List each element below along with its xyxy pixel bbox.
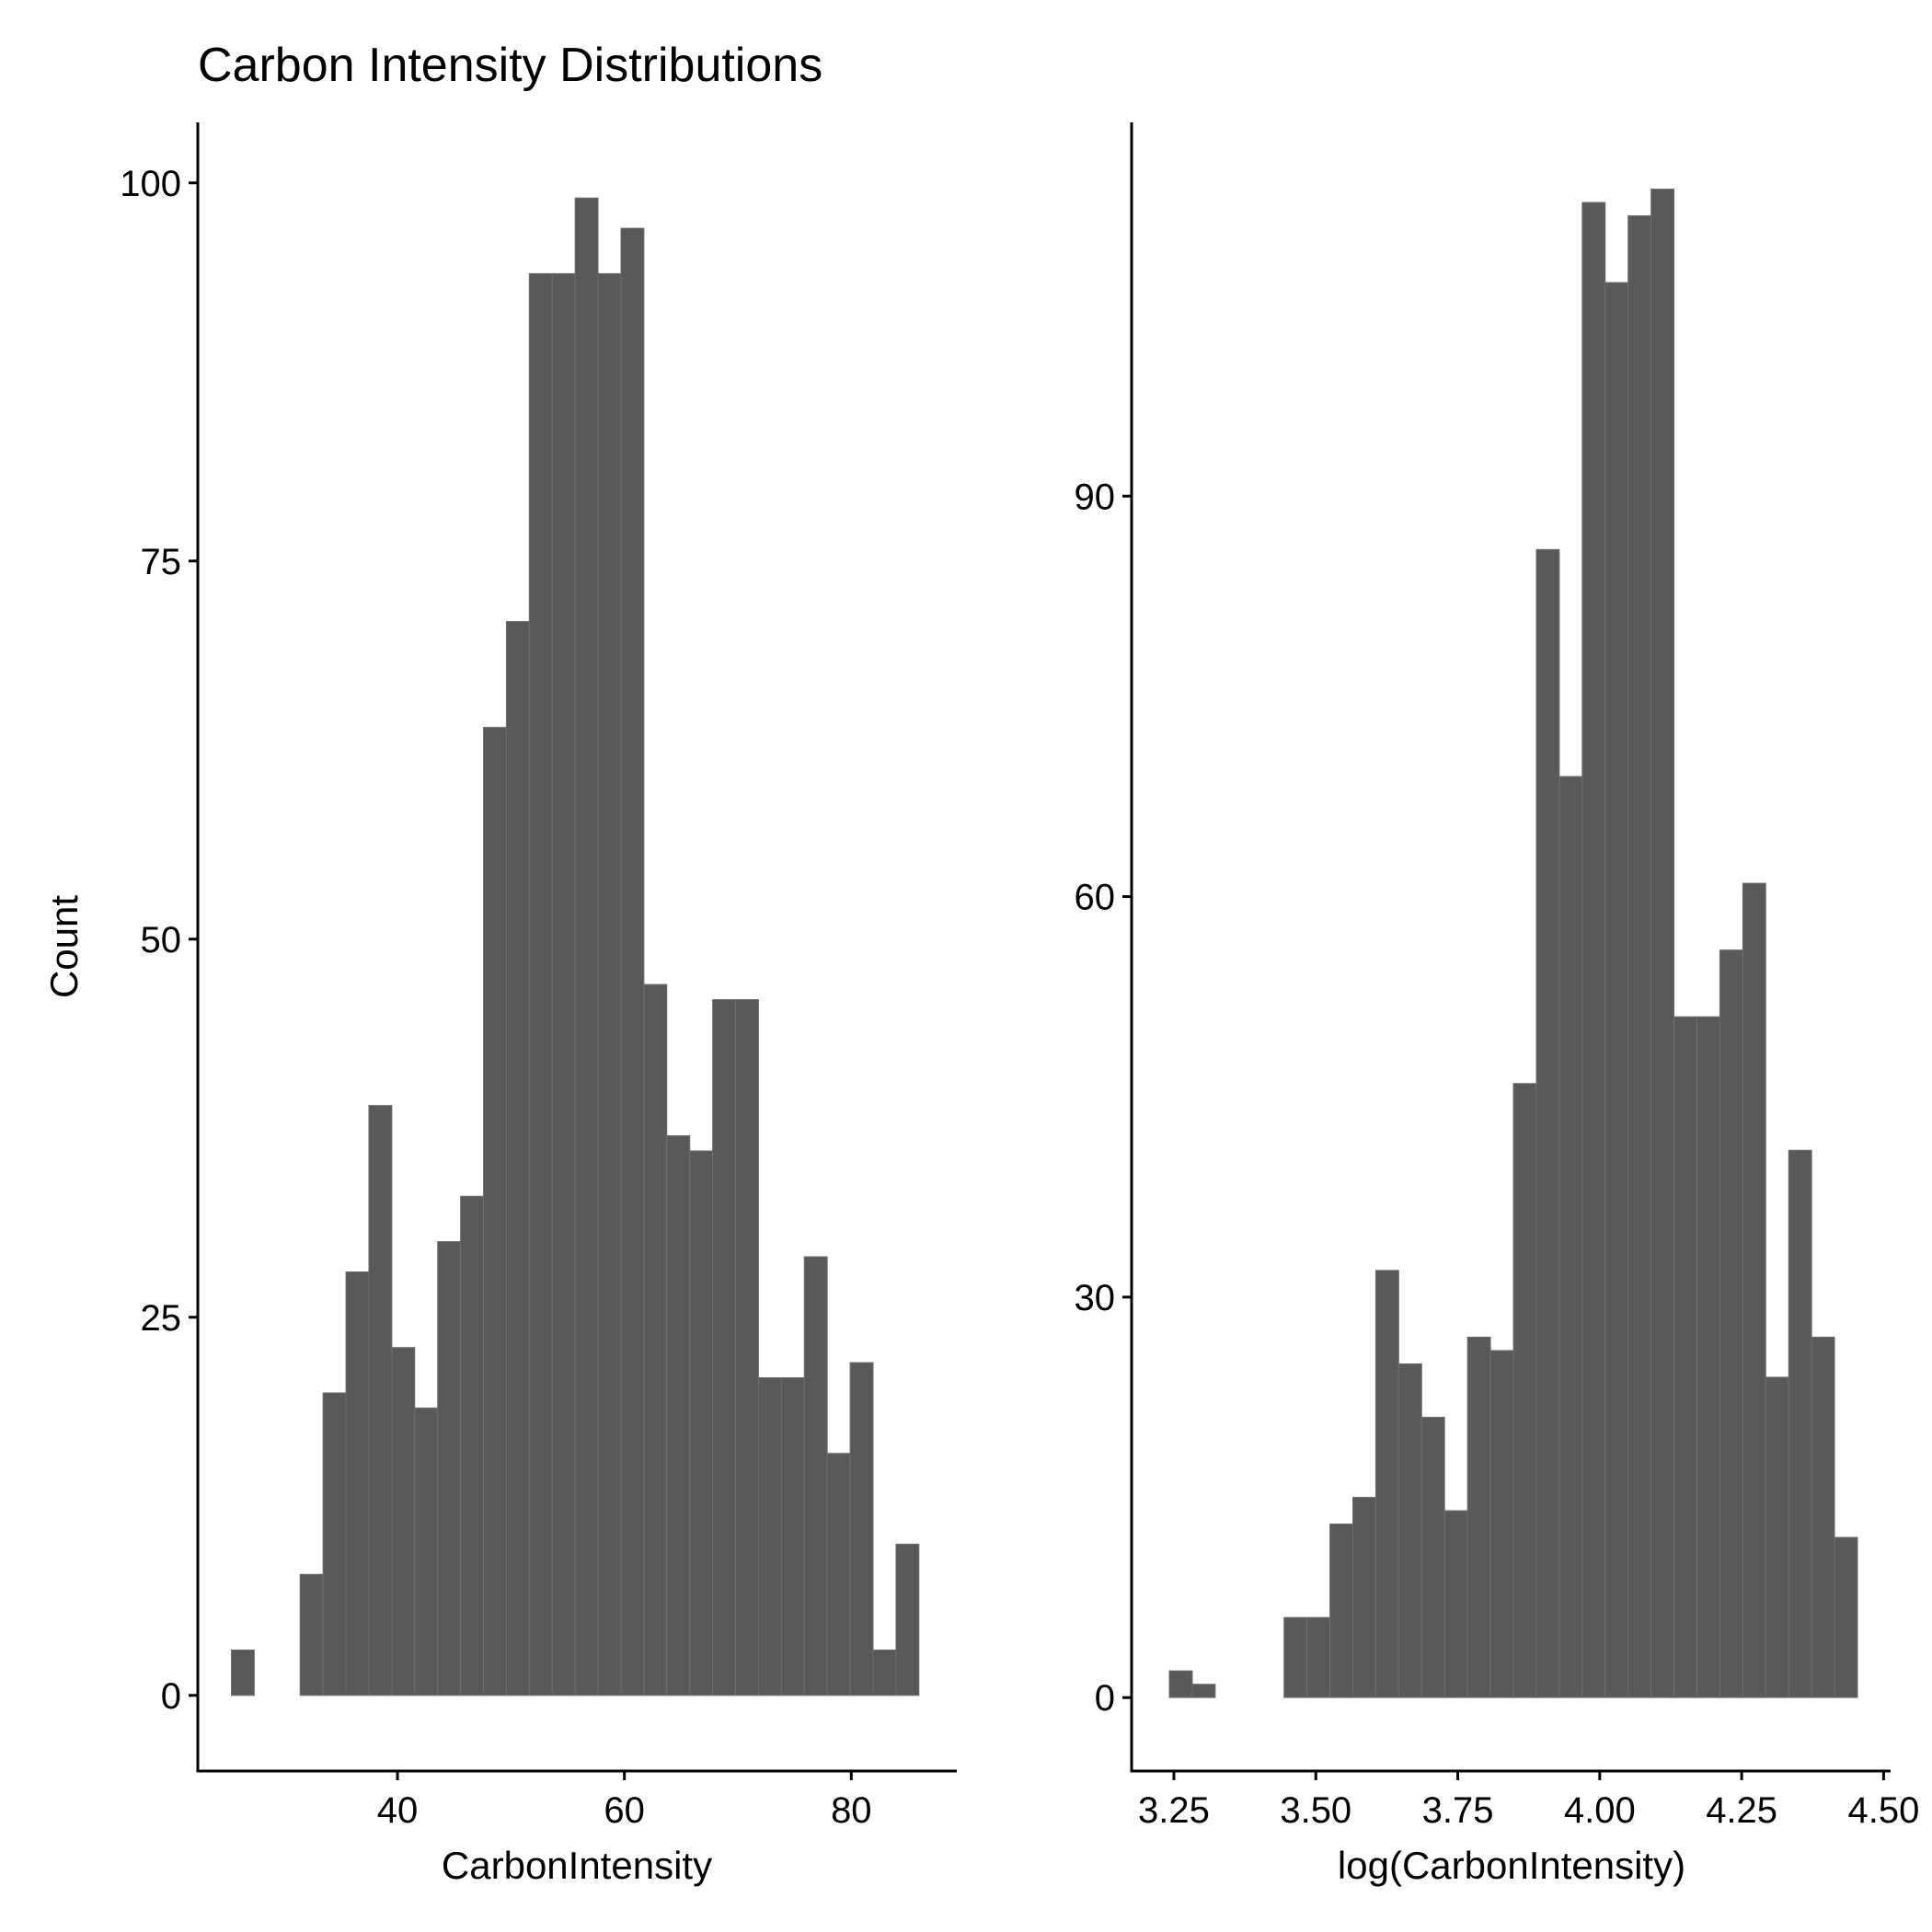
histogram-bar (1811, 1336, 1835, 1698)
y-tick-label: 0 (161, 1676, 181, 1717)
y-tick-label: 90 (1075, 477, 1116, 517)
y-tick-label: 100 (120, 164, 181, 204)
histogram-bar (1627, 215, 1652, 1698)
histogram-bar (460, 1195, 485, 1696)
histogram-bar (689, 1150, 714, 1696)
histogram-bar (735, 999, 759, 1696)
histogram-bar (620, 227, 645, 1696)
histogram-bar (1673, 1016, 1697, 1698)
histogram-bar (1352, 1497, 1376, 1698)
x-axis-title-log-carbon-intensity: log(CarbonIntensity) (1338, 1844, 1685, 1887)
histogram-bar (1604, 282, 1629, 1698)
x-tick-label: 3.25 (1138, 1790, 1210, 1831)
histogram-bar (345, 1271, 370, 1696)
histogram-bar (1512, 1083, 1537, 1698)
histogram-bar (712, 999, 737, 1696)
x-tick-label: 4.00 (1564, 1790, 1636, 1831)
y-tick-label: 60 (1075, 878, 1116, 918)
histogram-bar (1558, 776, 1583, 1698)
histogram-bar (551, 272, 576, 1696)
histogram-bar (666, 1135, 691, 1696)
y-tick-label: 75 (141, 542, 182, 582)
y-ticks-carbon-intensity: 0 25 50 75 100 (120, 164, 198, 1717)
x-ticks-log-carbon-intensity: 3.25 3.50 3.75 4.00 4.25 4.50 (1138, 1771, 1919, 1831)
bars-log-carbon-intensity (1168, 189, 1858, 1698)
histogram-bar (643, 983, 668, 1696)
y-tick-label: 25 (141, 1298, 182, 1339)
y-tick-label: 0 (1095, 1678, 1115, 1719)
histogram-bar (1719, 949, 1743, 1698)
histogram-bar (1535, 548, 1560, 1698)
histogram-bar (1466, 1336, 1491, 1698)
histogram-bar (1742, 882, 1766, 1698)
chart-title: Carbon Intensity Distributions (198, 39, 822, 92)
histogram-bar (597, 272, 622, 1696)
histogram-bar (368, 1105, 393, 1696)
histogram-bar (803, 1256, 828, 1696)
histogram-bar (528, 272, 553, 1696)
histogram-bar (483, 727, 507, 1696)
x-tick-label: 3.75 (1422, 1790, 1494, 1831)
histogram-bar (1696, 1016, 1720, 1698)
histogram-bar (1443, 1510, 1468, 1698)
histogram-bar (574, 197, 599, 1696)
y-ticks-log-carbon-intensity: 0 30 60 90 (1075, 477, 1132, 1719)
x-ticks-carbon-intensity: 40 60 80 (377, 1771, 872, 1831)
x-tick-label: 3.50 (1280, 1790, 1351, 1831)
x-tick-label: 40 (377, 1790, 419, 1831)
histogram-bar (757, 1377, 782, 1696)
histogram-bar (391, 1347, 416, 1696)
histogram-bar (1581, 201, 1606, 1698)
histogram-bar (780, 1377, 805, 1696)
histogram-bar (505, 621, 530, 1696)
histogram-bar (1420, 1416, 1445, 1698)
histogram-bar (1788, 1149, 1812, 1698)
histogram-bar (1374, 1270, 1399, 1698)
histogram-bar (231, 1649, 255, 1696)
x-tick-label: 80 (831, 1790, 872, 1831)
histogram-bar (872, 1649, 897, 1696)
x-axis-title-carbon-intensity: CarbonIntensity (442, 1844, 712, 1887)
y-tick-label: 50 (141, 920, 182, 960)
histogram-bar (437, 1241, 462, 1696)
x-tick-label: 4.25 (1706, 1790, 1777, 1831)
histogram-bar (1397, 1363, 1422, 1698)
histogram-bar (1834, 1536, 1858, 1698)
histogram-panel-log-carbon-intensity: 0 30 60 90 3.25 3.50 3.75 4.00 4.25 4.50 log(Car… (1075, 122, 1919, 1887)
histogram-bar (1765, 1376, 1789, 1698)
x-tick-label: 4.50 (1847, 1790, 1919, 1831)
histogram-bar (414, 1407, 439, 1696)
histogram-bar (895, 1543, 920, 1696)
bars-carbon-intensity (231, 197, 920, 1696)
histogram-bar (1283, 1616, 1308, 1698)
histogram-bar (1168, 1670, 1193, 1698)
histogram-bar (299, 1573, 324, 1696)
histogram-bar (1489, 1350, 1514, 1698)
histogram-bar (1306, 1616, 1331, 1698)
histogram-bar (322, 1392, 347, 1696)
histogram-bar (1329, 1524, 1353, 1698)
x-tick-label: 60 (604, 1790, 645, 1831)
y-axis-title-count: Count (42, 895, 86, 998)
y-tick-label: 30 (1075, 1278, 1116, 1318)
histogram-bar (826, 1453, 851, 1696)
histogram-panel-carbon-intensity: 0 25 50 75 100 40 60 80 CarbonIntensity Count (42, 122, 957, 1887)
histogram-bar (849, 1362, 874, 1696)
histogram-bar (1650, 189, 1675, 1698)
histogram-bar (1191, 1684, 1216, 1698)
